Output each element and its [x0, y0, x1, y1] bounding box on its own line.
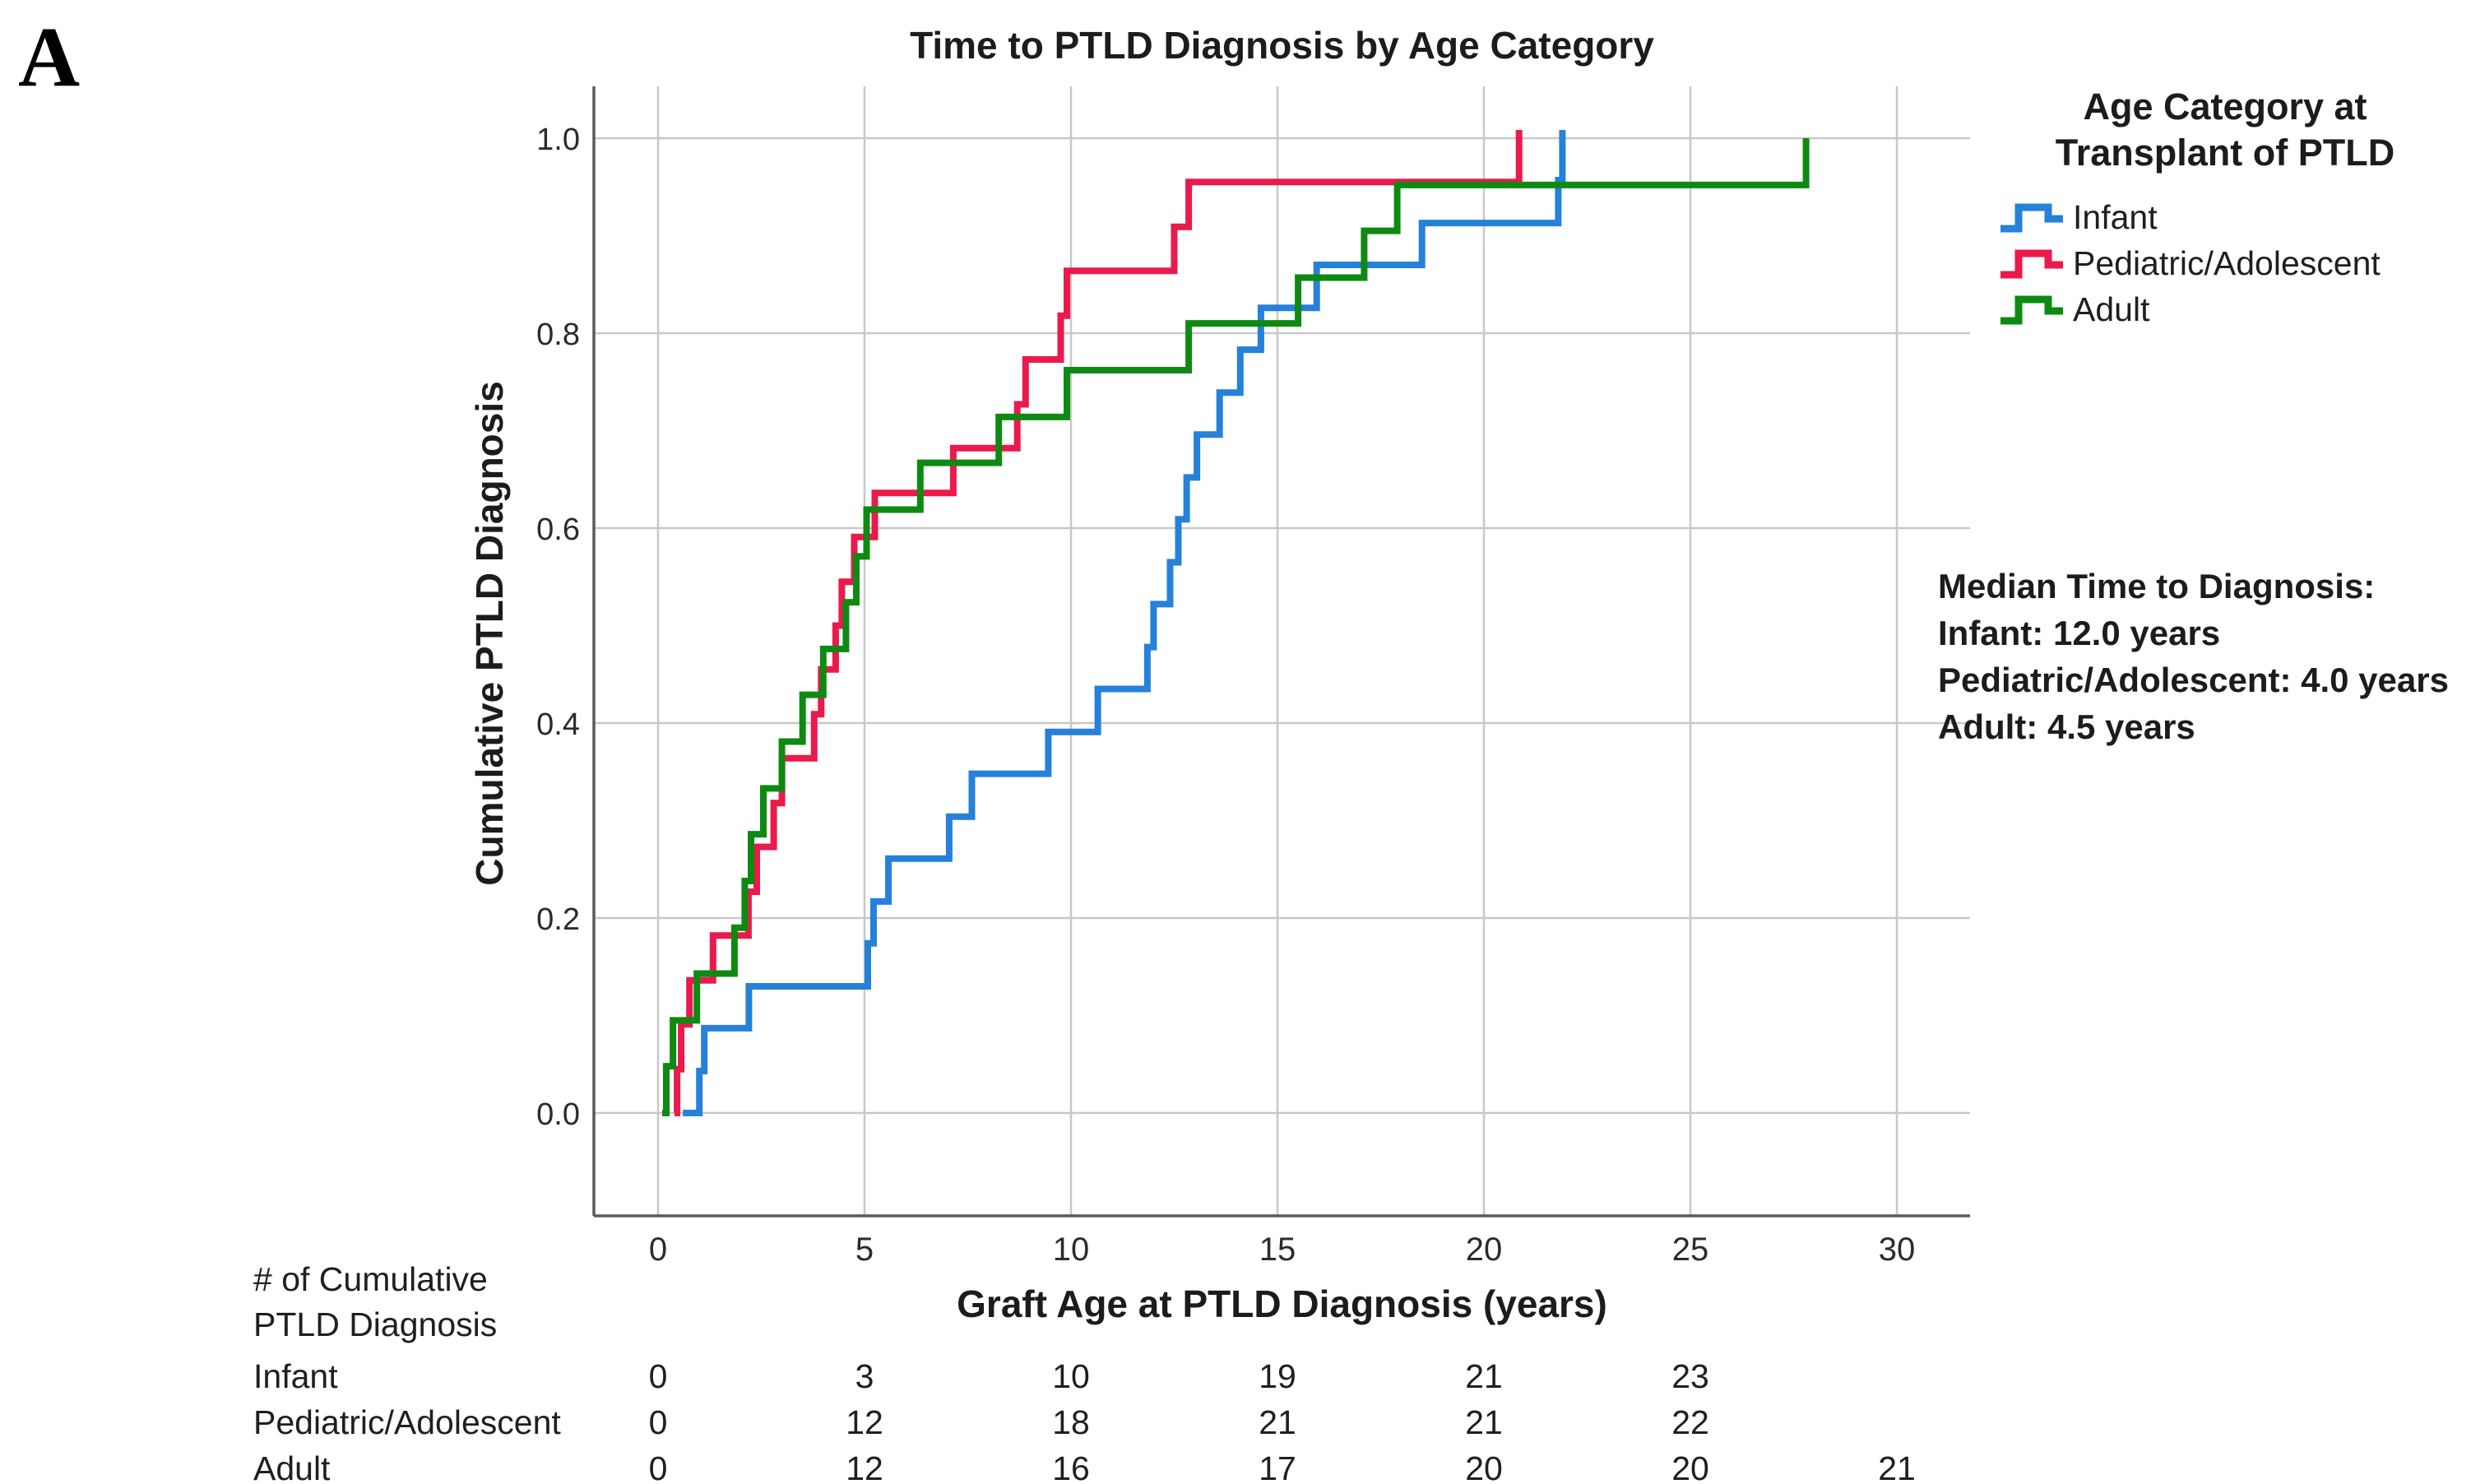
legend-label: Infant [2073, 197, 2158, 236]
y-axis-title: Cumulative PTLD Diagnosis [468, 381, 511, 886]
risk-table-header: # of Cumulative PTLD Diagnosis [253, 1257, 599, 1347]
annotation-line: Infant: 12.0 years [1938, 614, 2221, 652]
legend-title-line1: Age Category at [2083, 86, 2367, 128]
risk-header-line1: # of Cumulative [253, 1260, 488, 1298]
risk-count-infant-5y: 3 [855, 1357, 874, 1395]
risk-count-infant-15y: 19 [1259, 1357, 1296, 1395]
step-line-swatch-icon [2000, 249, 2063, 279]
legend-title: Age Category at Transplant of PTLD [1991, 84, 2459, 176]
x-tick-label-20: 20 [1466, 1231, 1503, 1268]
legend-items: Infant Pediatric/Adolescent Adult [1991, 194, 2471, 332]
risk-count-pediatric-adolescent-15y: 21 [1259, 1403, 1296, 1441]
risk-row-label-pediatric: Pediatric/Adolescent [253, 1403, 561, 1441]
annotation-line: Adult: 4.5 years [1938, 707, 2195, 746]
risk-header-line2: PTLD Diagnosis [253, 1305, 498, 1343]
y-tick-label-1.0: 1.0 [536, 123, 580, 157]
x-tick-label-15: 15 [1259, 1231, 1296, 1268]
risk-count-adult-5y: 12 [846, 1449, 883, 1484]
risk-count-infant-10y: 10 [1052, 1357, 1090, 1395]
risk-count-pediatric-adolescent-25y: 22 [1671, 1403, 1709, 1441]
risk-count-adult-0y: 0 [648, 1449, 668, 1484]
risk-count-pediatric-adolescent-5y: 12 [846, 1403, 883, 1441]
legend-item-infant: Infant [1997, 194, 2471, 240]
legend: Age Category at Transplant of PTLD Infan… [1991, 84, 2471, 332]
y-tick-label-0.2: 0.2 [536, 902, 580, 937]
annotation-line: Median Time to Diagnosis: [1938, 567, 2376, 605]
risk-count-adult-20y: 20 [1465, 1449, 1503, 1484]
legend-item-pediatric: Pediatric/Adolescent [1997, 240, 2471, 286]
y-tick-label-0.8: 0.8 [536, 318, 580, 352]
series-line-infant [683, 130, 1566, 1116]
series-line-pediatric-adolescent [674, 130, 1523, 1116]
x-tick-label-30: 30 [1879, 1231, 1916, 1268]
step-line-swatch-icon [2000, 203, 2063, 233]
series-line-adult [662, 138, 1810, 1116]
risk-count-pediatric-adolescent-10y: 18 [1052, 1403, 1090, 1441]
risk-count-pediatric-adolescent-20y: 21 [1465, 1403, 1503, 1441]
risk-count-pediatric-adolescent-0y: 0 [648, 1403, 668, 1441]
risk-count-infant-25y: 23 [1671, 1357, 1709, 1395]
legend-label: Adult [2073, 290, 2150, 328]
panel-letter: A [18, 10, 81, 104]
y-tick-label-0.6: 0.6 [536, 512, 580, 547]
y-tick-label-0.0: 0.0 [536, 1097, 580, 1132]
risk-row-label-infant: Infant [253, 1357, 338, 1395]
median-time-annotation: Median Time to Diagnosis: Infant: 12.0 y… [1938, 563, 2471, 750]
y-tick-label-0.4: 0.4 [536, 707, 580, 742]
x-axis-title: Graft Age at PTLD Diagnosis (years) [957, 1282, 1607, 1325]
legend-item-adult: Adult [1997, 286, 2471, 332]
x-tick-label-0: 0 [649, 1231, 667, 1268]
legend-label: Pediatric/Adolescent [2073, 243, 2381, 282]
chart-title: Time to PTLD Diagnosis by Age Category [910, 24, 1654, 67]
risk-count-adult-15y: 17 [1259, 1449, 1296, 1484]
annotation-line: Pediatric/Adolescent: 4.0 years [1938, 661, 2449, 699]
risk-count-adult-10y: 16 [1052, 1449, 1090, 1484]
x-tick-label-10: 10 [1053, 1231, 1090, 1268]
risk-count-infant-20y: 21 [1465, 1357, 1503, 1395]
legend-title-line2: Transplant of PTLD [2055, 132, 2395, 174]
x-tick-label-5: 5 [855, 1231, 874, 1268]
risk-count-infant-0y: 0 [648, 1357, 668, 1395]
risk-count-adult-30y: 21 [1878, 1449, 1916, 1484]
risk-count-adult-25y: 20 [1671, 1449, 1709, 1484]
x-tick-label-25: 25 [1672, 1231, 1709, 1268]
risk-row-label-adult: Adult [253, 1449, 331, 1484]
step-line-swatch-icon [2000, 295, 2063, 325]
